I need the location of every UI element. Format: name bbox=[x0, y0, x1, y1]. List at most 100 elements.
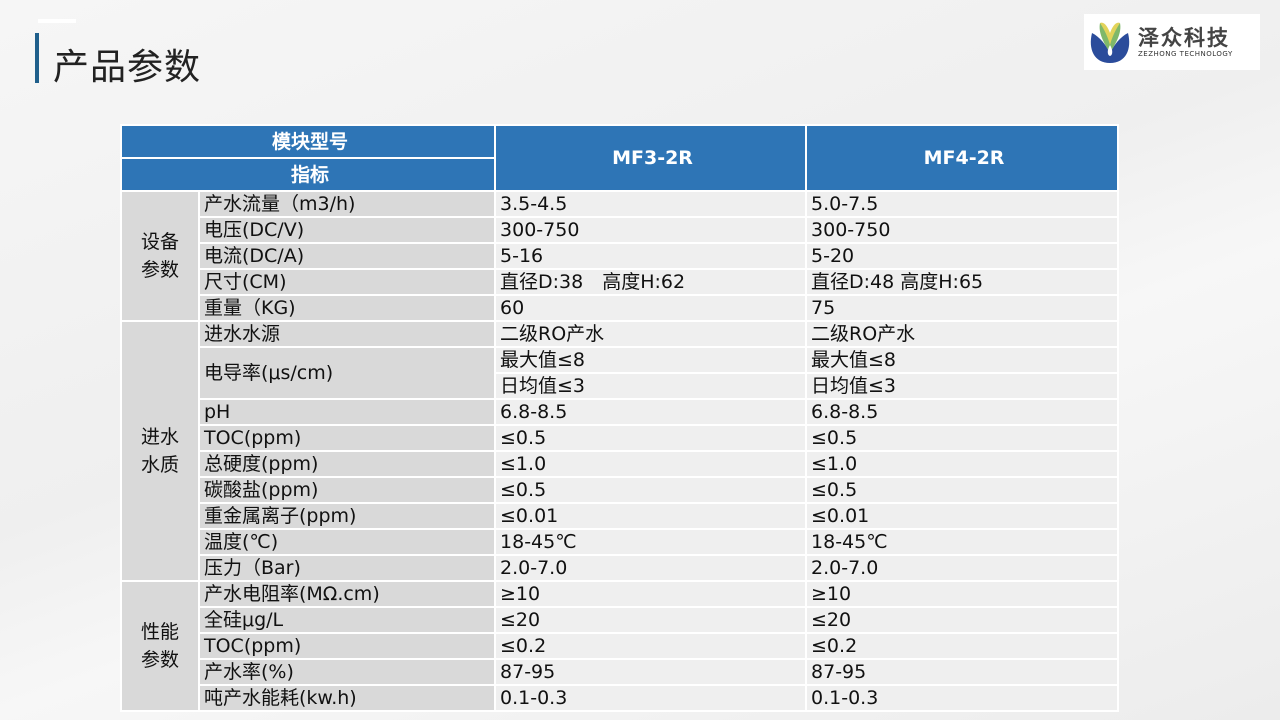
table-row: 压力（Bar) 2.0-7.0 2.0-7.0 bbox=[121, 554, 1120, 582]
value-mf3: 3.5-4.5 bbox=[494, 190, 808, 218]
group-label-line: 参数 bbox=[140, 649, 179, 671]
table-row: 产水率(%) 87-95 87-95 bbox=[121, 658, 1120, 686]
parameter-label: pH bbox=[197, 398, 497, 426]
parameter-label: 产水电阻率(MΩ.cm) bbox=[197, 580, 497, 608]
group-label-line: 水质 bbox=[140, 454, 179, 476]
value-mf4: 日均值≤3 bbox=[805, 372, 1120, 400]
company-logo: 泽众科技 ZEZHONG TECHNOLOGY bbox=[1084, 14, 1260, 70]
table-row: 电导率(μs/cm) 最大值≤8 最大值≤8 bbox=[121, 346, 1120, 400]
table-row: 设备 参数 产水流量（m3/h) 3.5-4.5 5.0-7.5 bbox=[120, 190, 1120, 322]
parameter-label: 电压(DC/V) bbox=[197, 216, 497, 244]
model-header: 模块型号 bbox=[119, 124, 497, 159]
value-mf4: 18-45℃ bbox=[805, 528, 1120, 556]
parameter-label: 产水流量（m3/h) bbox=[197, 190, 497, 218]
lotus-logo-icon bbox=[1090, 22, 1130, 63]
parameter-label: 电导率(μs/cm) bbox=[197, 346, 497, 400]
value-mf4: ≤0.2 bbox=[805, 632, 1120, 660]
value-mf3: 二级RO产水 bbox=[494, 320, 808, 348]
table-row: TOC(ppm) ≤0.2 ≤0.2 bbox=[121, 632, 1120, 660]
value-mf3: ≤0.01 bbox=[494, 502, 808, 530]
value-mf3: ≤0.2 bbox=[494, 632, 808, 660]
value-mf4: 直径D:48 高度H:65 bbox=[805, 268, 1120, 296]
title-accent-bar bbox=[35, 33, 39, 83]
table-row: 进水 水质 进水水源 二级RO产水 二级RO产水 bbox=[120, 320, 1120, 582]
value-mf3: 最大值≤8 bbox=[494, 346, 808, 374]
group-label-line: 性能 bbox=[140, 621, 179, 643]
value-mf3: ≥10 bbox=[494, 580, 808, 608]
parameter-label: 重量（KG) bbox=[197, 294, 497, 322]
table-row: 总硬度(ppm) ≤1.0 ≤1.0 bbox=[121, 450, 1120, 478]
value-mf4: 二级RO产水 bbox=[805, 320, 1120, 348]
parameter-label: 电流(DC/A) bbox=[197, 242, 497, 270]
value-mf3: 60 bbox=[494, 294, 808, 322]
value-mf4: ≤1.0 bbox=[805, 450, 1120, 478]
value-mf3: 0.1-0.3 bbox=[494, 684, 808, 712]
model-mf3-header: MF3-2R bbox=[494, 124, 808, 192]
table-row: 日均值≤3 日均值≤3 bbox=[121, 372, 1120, 400]
value-mf4: ≤20 bbox=[805, 606, 1120, 634]
parameter-label: 碳酸盐(ppm) bbox=[197, 476, 497, 504]
table-row: 温度(℃) 18-45℃ 18-45℃ bbox=[121, 528, 1120, 556]
value-mf3: 直径D:38 高度H:62 bbox=[494, 268, 808, 296]
group-label-line: 设备 bbox=[140, 231, 179, 253]
value-mf3: 日均值≤3 bbox=[494, 372, 808, 400]
group-label: 性能 参数 bbox=[120, 580, 200, 712]
value-mf3: 18-45℃ bbox=[494, 528, 808, 556]
value-mf3: 87-95 bbox=[494, 658, 808, 686]
parameter-label: 产水率(%) bbox=[197, 658, 497, 686]
parameter-label: 尺寸(CM) bbox=[197, 268, 497, 296]
table-row: TOC(ppm) ≤0.5 ≤0.5 bbox=[121, 424, 1120, 452]
table-row: pH 6.8-8.5 6.8-8.5 bbox=[121, 398, 1120, 426]
decorative-bar bbox=[38, 19, 76, 23]
logo-en: ZEZHONG TECHNOLOGY bbox=[1138, 50, 1233, 58]
value-mf4: ≥10 bbox=[805, 580, 1120, 608]
group-label: 设备 参数 bbox=[120, 190, 200, 322]
table-row: 吨产水能耗(kw.h) 0.1-0.3 0.1-0.3 bbox=[121, 684, 1120, 712]
table-row: 性能 参数 产水电阻率(MΩ.cm) ≥10 ≥10 bbox=[120, 580, 1120, 712]
group-label-line: 进水 bbox=[140, 426, 179, 448]
table-row: 重量（KG) 60 75 bbox=[121, 294, 1120, 322]
value-mf3: ≤1.0 bbox=[494, 450, 808, 478]
index-header: 指标 bbox=[119, 157, 497, 192]
parameter-label: 吨产水能耗(kw.h) bbox=[197, 684, 497, 712]
value-mf4: ≤0.5 bbox=[805, 476, 1120, 504]
value-mf3: 6.8-8.5 bbox=[494, 398, 808, 426]
group-label: 进水 水质 bbox=[120, 320, 200, 582]
parameter-label: TOC(ppm) bbox=[197, 424, 497, 452]
table-row: 电压(DC/V) 300-750 300-750 bbox=[121, 216, 1120, 244]
page-title: 产品参数 bbox=[53, 47, 202, 88]
value-mf4: 5.0-7.5 bbox=[805, 190, 1120, 218]
value-mf4: 75 bbox=[805, 294, 1120, 322]
value-mf3: ≤20 bbox=[494, 606, 808, 634]
parameter-label: 重金属离子(ppm) bbox=[197, 502, 497, 530]
parameter-label: 压力（Bar) bbox=[197, 554, 497, 582]
table-row: 电流(DC/A) 5-16 5-20 bbox=[121, 242, 1120, 270]
value-mf3: 300-750 bbox=[494, 216, 808, 244]
product-parameters-table: 模块型号 MF3-2R MF4-2R 指标 设备 参数 产水流量（m3/h) 3.5-… bbox=[119, 124, 1120, 712]
parameter-label: 总硬度(ppm) bbox=[197, 450, 497, 478]
value-mf4: 87-95 bbox=[805, 658, 1120, 686]
value-mf4: 0.1-0.3 bbox=[805, 684, 1120, 712]
value-mf4: ≤0.5 bbox=[805, 424, 1120, 452]
table-row: 尺寸(CM) 直径D:38 高度H:62 直径D:48 高度H:65 bbox=[121, 268, 1120, 296]
value-mf4: 2.0-7.0 bbox=[805, 554, 1120, 582]
value-mf3: ≤0.5 bbox=[494, 476, 808, 504]
parameter-label: 温度(℃) bbox=[197, 528, 497, 556]
value-mf4: ≤0.01 bbox=[805, 502, 1120, 530]
parameter-label: 全硅μg/L bbox=[197, 606, 497, 634]
value-mf3: 5-16 bbox=[494, 242, 808, 270]
table-row: 重金属离子(ppm) ≤0.01 ≤0.01 bbox=[121, 502, 1120, 530]
table-row: 碳酸盐(ppm) ≤0.5 ≤0.5 bbox=[121, 476, 1120, 504]
table-row: 全硅μg/L ≤20 ≤20 bbox=[121, 606, 1120, 634]
value-mf4: 5-20 bbox=[805, 242, 1120, 270]
parameter-label: TOC(ppm) bbox=[197, 632, 497, 660]
value-mf3: ≤0.5 bbox=[494, 424, 808, 452]
value-mf4: 6.8-8.5 bbox=[805, 398, 1120, 426]
group-label-line: 参数 bbox=[140, 259, 179, 281]
value-mf4: 300-750 bbox=[805, 216, 1120, 244]
parameter-label: 进水水源 bbox=[197, 320, 497, 348]
value-mf3: 2.0-7.0 bbox=[494, 554, 808, 582]
value-mf4: 最大值≤8 bbox=[805, 346, 1120, 374]
model-mf4-header: MF4-2R bbox=[805, 124, 1120, 192]
logo-cn: 泽众科技 bbox=[1138, 26, 1230, 50]
